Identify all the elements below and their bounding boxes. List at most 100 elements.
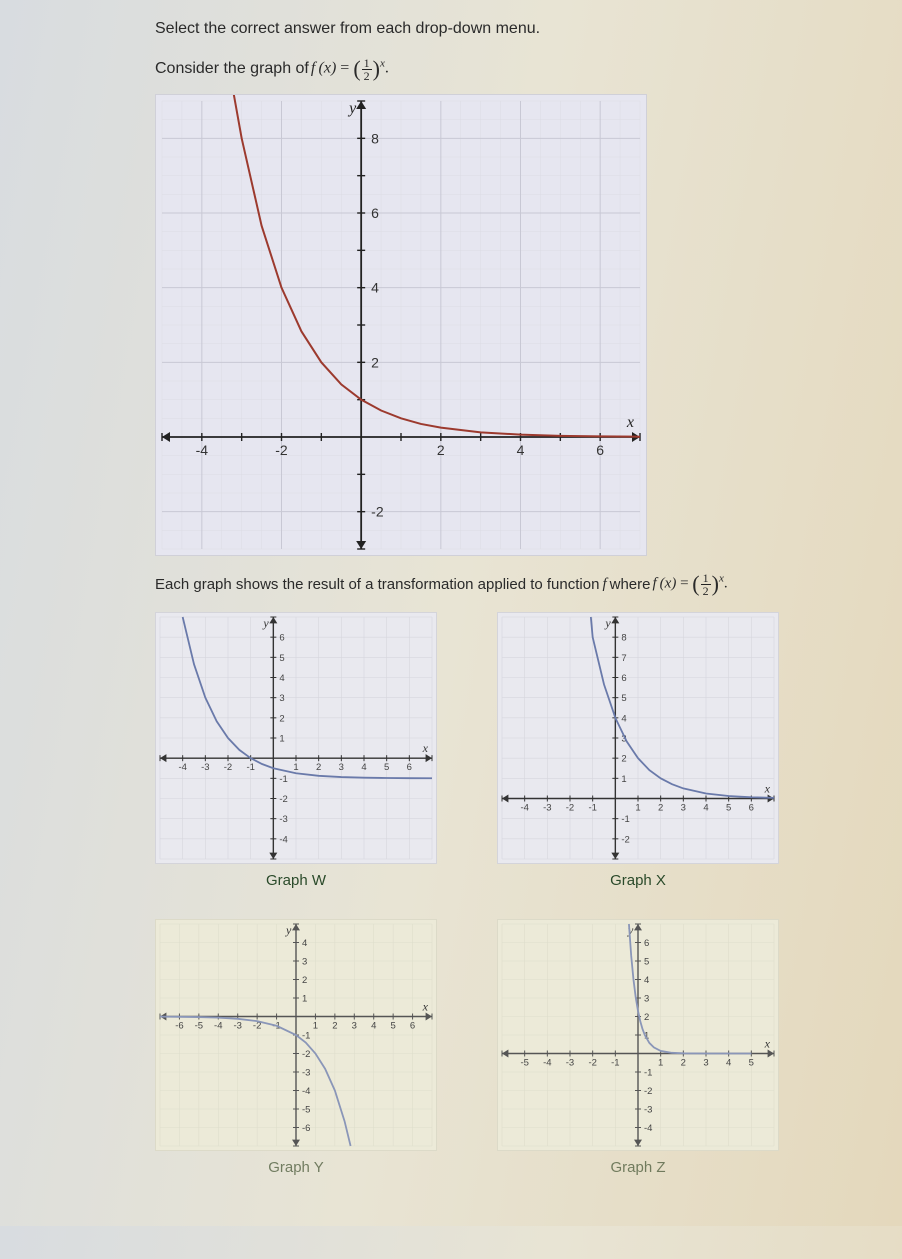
svg-text:3: 3: [352, 1021, 357, 1032]
svg-text:6: 6: [279, 633, 284, 644]
svg-text:-2: -2: [279, 794, 287, 805]
svg-text:2: 2: [644, 1012, 649, 1023]
svg-text:2: 2: [316, 762, 321, 773]
fn-f: f: [311, 60, 315, 77]
svg-text:-5: -5: [520, 1058, 528, 1069]
svg-text:6: 6: [621, 673, 626, 684]
equals-2: =: [680, 575, 692, 591]
svg-text:5: 5: [384, 762, 389, 773]
graph-row-2: -6-5-4-3-2-1123456-6-5-4-3-2-11234yx Gra…: [155, 919, 882, 1176]
svg-text:2: 2: [681, 1058, 686, 1069]
period: .: [385, 60, 389, 77]
svg-text:4: 4: [302, 938, 307, 949]
svg-text:4: 4: [726, 1058, 731, 1069]
svg-text:6: 6: [749, 803, 754, 814]
svg-text:3: 3: [681, 803, 686, 814]
svg-text:-3: -3: [279, 814, 287, 825]
svg-text:-1: -1: [246, 762, 254, 773]
svg-text:1: 1: [293, 762, 298, 773]
svg-text:y: y: [604, 616, 611, 630]
svg-text:-6: -6: [175, 1021, 183, 1032]
svg-text:4: 4: [361, 762, 366, 773]
svg-text:2: 2: [621, 754, 626, 765]
svg-text:5: 5: [621, 693, 626, 704]
transform-text-b: where: [610, 576, 651, 593]
svg-text:2: 2: [332, 1021, 337, 1032]
svg-text:-4: -4: [543, 1058, 551, 1069]
svg-text:4: 4: [279, 673, 284, 684]
svg-text:5: 5: [749, 1058, 754, 1069]
svg-text:-2: -2: [566, 803, 574, 814]
svg-text:-2: -2: [371, 504, 384, 520]
svg-text:-1: -1: [611, 1058, 619, 1069]
base-den-2: 2: [701, 585, 711, 597]
graph-z: -5-4-3-2-112345-4-3-2-1123456yx: [497, 919, 779, 1151]
svg-text:5: 5: [279, 653, 284, 664]
graph-y-block: -6-5-4-3-2-1123456-6-5-4-3-2-11234yx Gra…: [155, 919, 437, 1176]
svg-text:4: 4: [517, 442, 525, 458]
svg-text:6: 6: [644, 938, 649, 949]
svg-text:3: 3: [644, 994, 649, 1005]
svg-text:x: x: [626, 414, 634, 431]
svg-text:2: 2: [437, 442, 445, 458]
svg-text:2: 2: [371, 354, 379, 370]
svg-text:1: 1: [635, 803, 640, 814]
svg-text:x: x: [422, 1000, 429, 1014]
fn-arg: x: [324, 60, 331, 77]
svg-text:6: 6: [596, 442, 604, 458]
svg-text:3: 3: [339, 762, 344, 773]
svg-text:2: 2: [302, 975, 307, 986]
instruction-text: Select the correct answer from each drop…: [155, 20, 882, 38]
graph-w-block: -4-3-2-1123456-4-3-2-1123456yx Graph W: [155, 612, 437, 889]
svg-text:-4: -4: [302, 1086, 310, 1097]
consider-prefix: Consider the graph of: [155, 60, 309, 78]
svg-text:-4: -4: [520, 803, 528, 814]
svg-text:4: 4: [644, 975, 649, 986]
svg-text:4: 4: [703, 803, 708, 814]
main-graph: -4-2246-22468yx: [155, 94, 647, 556]
svg-text:8: 8: [621, 633, 626, 644]
svg-text:-2: -2: [644, 1086, 652, 1097]
fn-f-2: f: [652, 575, 656, 591]
svg-text:-4: -4: [214, 1021, 222, 1032]
svg-text:4: 4: [371, 1021, 376, 1032]
svg-text:3: 3: [302, 957, 307, 968]
svg-text:-1: -1: [279, 774, 287, 785]
svg-text:-1: -1: [588, 803, 596, 814]
question-page: Select the correct answer from each drop…: [0, 0, 902, 1226]
graph-y-caption: Graph Y: [155, 1159, 437, 1176]
fn-arg-2: x: [665, 575, 672, 591]
svg-text:y: y: [262, 616, 269, 630]
graph-x: -4-3-2-1123456-2-112345678yx: [497, 612, 779, 864]
svg-text:8: 8: [371, 130, 379, 146]
graph-z-caption: Graph Z: [497, 1159, 779, 1176]
svg-text:-2: -2: [621, 834, 629, 845]
svg-text:5: 5: [644, 957, 649, 968]
svg-text:-5: -5: [302, 1105, 310, 1116]
function-expr-2: f (x) = (12)x.: [650, 571, 729, 597]
svg-text:2: 2: [658, 803, 663, 814]
svg-text:-2: -2: [302, 1049, 310, 1060]
base-den: 2: [362, 70, 372, 82]
svg-text:-3: -3: [543, 803, 551, 814]
svg-text:3: 3: [279, 693, 284, 704]
svg-text:1: 1: [621, 774, 626, 785]
svg-text:6: 6: [410, 1021, 415, 1032]
svg-text:-1: -1: [644, 1068, 652, 1079]
svg-text:7: 7: [621, 653, 626, 664]
graph-z-block: -5-4-3-2-112345-4-3-2-1123456yx Graph Z: [497, 919, 779, 1176]
svg-text:4: 4: [621, 713, 626, 724]
svg-text:6: 6: [371, 205, 379, 221]
svg-text:-3: -3: [644, 1105, 652, 1116]
svg-text:x: x: [764, 782, 771, 796]
period-2: .: [724, 575, 728, 591]
graph-w-caption: Graph W: [155, 872, 437, 889]
graph-w: -4-3-2-1123456-4-3-2-1123456yx: [155, 612, 437, 864]
function-expr: f (x) = (12)x.: [309, 56, 391, 82]
svg-text:-3: -3: [566, 1058, 574, 1069]
fn-f-inline: f: [599, 576, 609, 593]
svg-text:6: 6: [407, 762, 412, 773]
base-num-2: 1: [701, 572, 711, 585]
svg-text:y: y: [347, 100, 357, 117]
svg-text:x: x: [764, 1037, 771, 1051]
